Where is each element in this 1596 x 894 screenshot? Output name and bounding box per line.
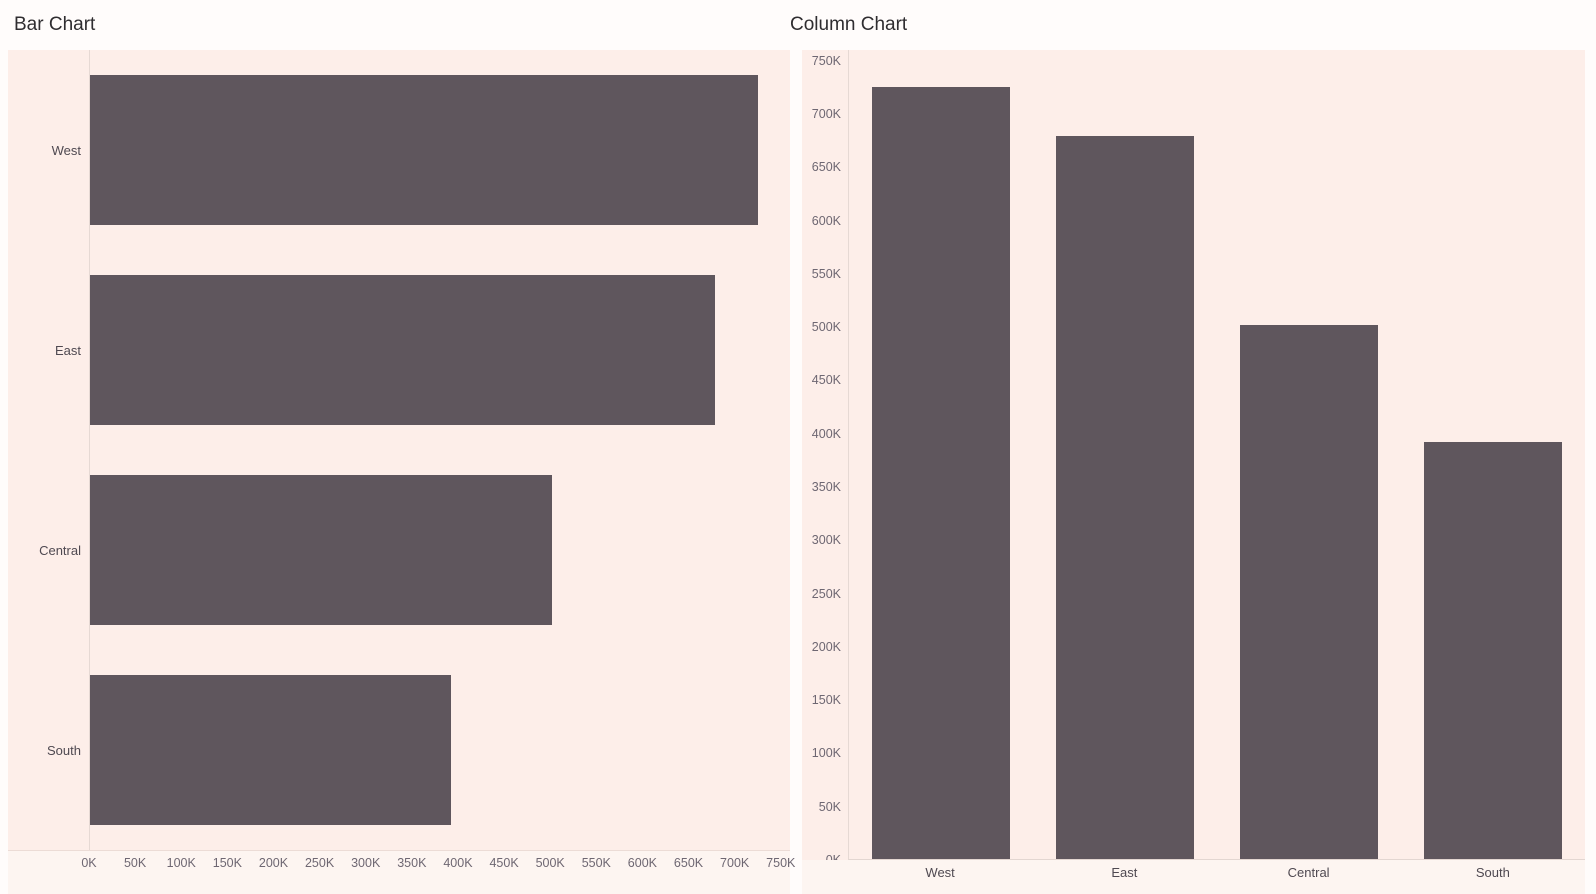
bar-chart-tick-750k: 750K [766,856,796,870]
bar-chart-tick-100k: 100K [166,856,196,870]
column-chart-tick-300k: 300K [811,533,841,548]
column-mark-east[interactable] [1055,136,1195,859]
bar-chart-tick-500k: 500K [535,856,565,870]
bar-mark-east[interactable] [90,275,716,425]
column-chart-tick-650k: 650K [811,160,841,175]
column-chart-category-label-west[interactable]: West [925,865,955,880]
bar-chart-category-label-east[interactable]: East [54,342,81,358]
bar-chart-category-label-west[interactable]: West [51,142,81,158]
column-chart-tick-400k: 400K [811,426,841,441]
bar-chart-category-label-central[interactable]: Central [39,542,81,558]
bar-chart-tick-550k: 550K [581,856,611,870]
bar-chart-tick-600k: 600K [627,856,658,870]
column-chart-tick-700k: 700K [811,106,841,121]
bar-chart-tick-250k: 250K [304,856,335,870]
bar-chart-title: Bar Chart [14,14,96,35]
bar-chart-tick-700k: 700K [720,856,750,870]
column-chart-category-label-central[interactable]: Central [1287,865,1330,880]
column-chart-tick-600k: 600K [811,213,841,228]
column-chart-tick-150k: 150K [811,693,841,708]
bar-chart-value-ticks: 0K 50K 100K 150K 200K 250K 300K 350K 400K 450K 500… [81,856,795,874]
column-mark-west[interactable] [871,86,1011,859]
column-chart-value-axis: 0K50K100K150K200K250K300K350K400K450K500… [802,50,848,867]
column-chart-category-labels: West East Central South [848,860,1585,894]
column-chart-category-axis: West East Central South [802,860,1585,894]
bar-chart-tick-350k: 350K [397,856,427,870]
column-chart-tick-450k: 450K [811,373,841,388]
bar-chart-tick-300k: 300K [351,856,381,870]
column-chart-tick-100k: 100K [811,746,841,761]
column-chart-tick-50k: 50K [818,799,841,814]
bar-chart-tick-150k: 150K [212,856,242,870]
bar-chart-category-label-south[interactable]: South [47,742,81,758]
column-mark-central[interactable] [1239,325,1379,859]
column-chart-category-label-east[interactable]: East [1111,865,1138,880]
bar-mark-central[interactable] [90,475,552,625]
bar-chart-value-axis: 0K 50K 100K 150K 200K 250K 300K 350K 400K 450K 500… [8,850,795,894]
column-chart-tick-350k: 350K [811,479,841,494]
column-mark-south[interactable] [1423,442,1563,859]
column-chart-tick-200k: 200K [811,639,841,654]
bar-chart-tick-0k: 0K [81,856,97,870]
column-chart-title: Column Chart [790,14,908,35]
column-chart-tick-250k: 250K [811,586,841,601]
bar-chart-tick-50k: 50K [123,856,147,870]
column-chart-plot-area [848,50,1585,860]
bar-chart-tick-650k: 650K [673,856,704,870]
column-chart-tick-750k: 750K [811,53,841,68]
column-chart-category-label-south[interactable]: South [1475,865,1510,880]
bar-chart-category-axis: West East Central South [8,50,89,850]
bar-chart-plot-area [89,50,790,850]
bar-chart-tick-400k: 400K [443,856,473,870]
bar-chart-tick-450k: 450K [489,856,519,870]
bar-chart-tick-200k: 200K [258,856,289,870]
bar-mark-west[interactable] [90,75,759,225]
column-chart-tick-550k: 550K [811,266,841,281]
column-chart-tick-500k: 500K [811,320,841,335]
bar-mark-south[interactable] [90,675,451,825]
